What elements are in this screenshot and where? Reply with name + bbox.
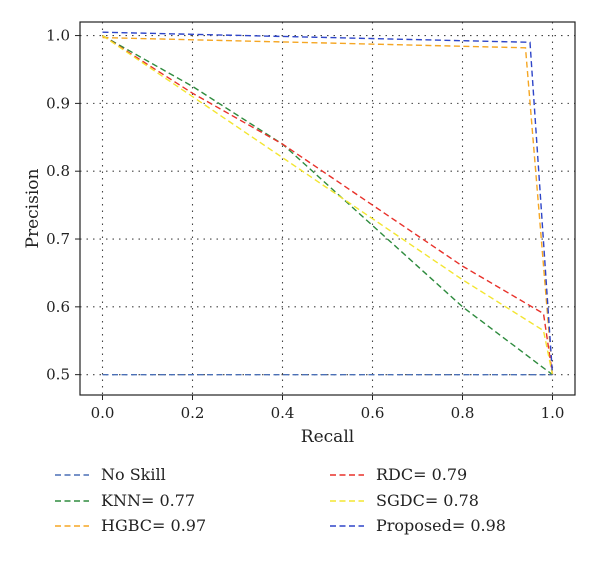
grid-lines bbox=[80, 22, 575, 395]
series-line-6 bbox=[102, 31, 554, 375]
y-tick-label: 1.0 bbox=[46, 27, 70, 45]
y-axis-label: Precision bbox=[23, 168, 43, 248]
x-tick-label: 1.0 bbox=[541, 404, 565, 422]
x-ticks: 0.0 0.2 0.4 0.6 0.8 1.0 bbox=[91, 395, 565, 422]
series-line-2 bbox=[102, 34, 553, 376]
x-tick-label: 0.0 bbox=[91, 404, 115, 422]
legend-label: RDC= 0.79 bbox=[376, 465, 467, 484]
legend-label: HGBC= 0.97 bbox=[101, 516, 206, 535]
y-tick-label: 0.6 bbox=[46, 298, 70, 316]
series-lines bbox=[102, 31, 554, 376]
y-ticks: 0.5 0.6 0.7 0.8 0.9 1.0 bbox=[46, 27, 80, 384]
series-line-3 bbox=[102, 36, 554, 375]
x-axis-label: Recall bbox=[301, 427, 354, 447]
legend: No Skill KNN= 0.77 HGBC= 0.97 RDC= 0.79 SGDC… bbox=[55, 465, 506, 535]
series-line-5 bbox=[102, 35, 554, 375]
legend-label: Proposed= 0.98 bbox=[376, 516, 506, 535]
y-tick-label: 0.8 bbox=[46, 162, 70, 180]
x-tick-label: 0.4 bbox=[271, 404, 295, 422]
legend-label: No Skill bbox=[101, 465, 166, 484]
y-tick-label: 0.5 bbox=[46, 366, 70, 384]
y-tick-label: 0.7 bbox=[46, 230, 70, 248]
x-tick-label: 0.8 bbox=[451, 404, 475, 422]
legend-label: SGDC= 0.78 bbox=[376, 491, 479, 510]
x-tick-label: 0.2 bbox=[181, 404, 205, 422]
legend-label: KNN= 0.77 bbox=[101, 491, 195, 510]
y-tick-label: 0.9 bbox=[46, 94, 70, 112]
x-tick-label: 0.6 bbox=[361, 404, 385, 422]
plot-frame bbox=[79, 21, 576, 396]
series-line-4 bbox=[102, 35, 554, 375]
